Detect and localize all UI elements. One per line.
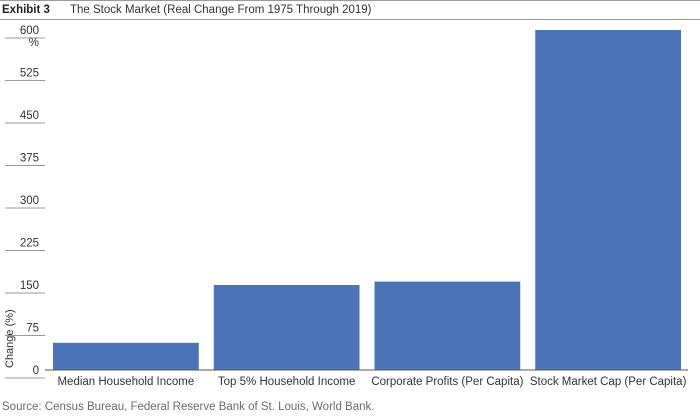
y-tick-label: 450 xyxy=(20,110,39,122)
y-unit-label: % xyxy=(29,37,39,49)
title-bar: Exhibit 3 The Stock Market (Real Change … xyxy=(0,0,700,20)
y-tick-label: 525 xyxy=(20,68,39,80)
source-note: Source: Census Bureau, Federal Reserve B… xyxy=(2,401,375,413)
y-tick-label: 0 xyxy=(33,365,39,377)
x-category-label: Median Household Income xyxy=(57,376,194,388)
y-tick-label: 150 xyxy=(20,280,39,292)
y-tick-label: 600 xyxy=(20,25,39,37)
x-category-label: Stock Market Cap (Per Capita) xyxy=(530,376,687,388)
bar xyxy=(213,285,360,370)
bar xyxy=(374,281,521,370)
bar xyxy=(53,342,199,370)
y-axis-label: Change (%) xyxy=(4,309,16,368)
bar xyxy=(535,30,681,370)
y-tick-label: 75 xyxy=(26,323,39,335)
x-category-label: Corporate Profits (Per Capita) xyxy=(371,376,523,388)
y-tick-label: 300 xyxy=(20,195,39,207)
chart-title: The Stock Market (Real Change From 1975 … xyxy=(70,4,372,16)
y-tick-label: 375 xyxy=(20,153,39,165)
bar-chart: 0 75 150 225 300 375 450 525 600% Change (%) Media… xyxy=(4,25,688,388)
x-category-label: Top 5% Household Income xyxy=(218,376,355,388)
y-tick-label: 225 xyxy=(20,238,39,250)
exhibit-label: Exhibit 3 xyxy=(2,4,50,16)
